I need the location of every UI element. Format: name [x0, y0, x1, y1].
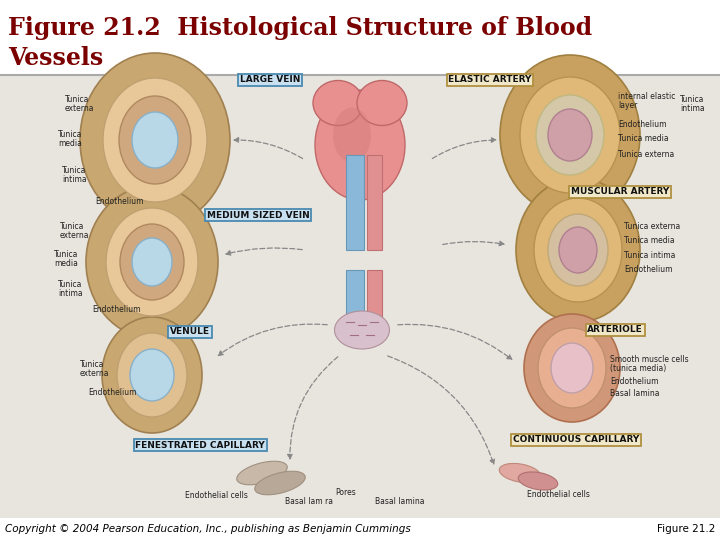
Text: Copyright © 2004 Pearson Education, Inc., publishing as Benjamin Cummings: Copyright © 2004 Pearson Education, Inc.… [5, 524, 410, 534]
FancyBboxPatch shape [367, 270, 382, 325]
Text: Smooth muscle cells: Smooth muscle cells [610, 355, 688, 364]
Text: intima: intima [680, 104, 705, 113]
Ellipse shape [132, 238, 172, 286]
Text: Endothelium: Endothelium [92, 305, 140, 314]
Text: Basal lamina: Basal lamina [610, 389, 660, 398]
Text: MEDIUM SIZED VEIN: MEDIUM SIZED VEIN [207, 211, 310, 219]
Text: Endothelium: Endothelium [624, 265, 672, 274]
FancyBboxPatch shape [367, 155, 382, 250]
Text: Tunica: Tunica [58, 280, 82, 289]
Ellipse shape [551, 343, 593, 393]
Ellipse shape [117, 333, 187, 417]
Ellipse shape [86, 186, 218, 338]
Text: (tunica media): (tunica media) [610, 364, 666, 373]
Text: Tunica: Tunica [60, 222, 84, 231]
Text: internal elastic: internal elastic [618, 92, 675, 101]
Ellipse shape [103, 78, 207, 202]
Text: Endothelial cells: Endothelial cells [185, 491, 248, 500]
Text: Tunica: Tunica [65, 95, 89, 104]
Ellipse shape [313, 80, 363, 125]
Text: Tunica externa: Tunica externa [624, 222, 680, 231]
Ellipse shape [516, 178, 640, 322]
Text: Tunica: Tunica [680, 95, 704, 104]
Text: media: media [58, 139, 82, 148]
Ellipse shape [106, 208, 198, 316]
Ellipse shape [559, 227, 597, 273]
Ellipse shape [80, 53, 230, 227]
Text: Vessels: Vessels [8, 46, 103, 70]
Text: Figure 21.2  Histological Structure of Blood: Figure 21.2 Histological Structure of Bl… [8, 16, 592, 40]
Text: Tunica: Tunica [54, 250, 78, 259]
Text: Tunica media: Tunica media [618, 134, 669, 143]
Ellipse shape [130, 349, 174, 401]
Ellipse shape [335, 311, 390, 349]
Text: Endothelium: Endothelium [95, 197, 143, 206]
Ellipse shape [536, 95, 604, 175]
Text: Basal lamina: Basal lamina [375, 497, 425, 506]
Bar [0, 75, 720, 518]
Text: intima: intima [58, 289, 83, 298]
Ellipse shape [237, 461, 287, 485]
Text: Tunica media: Tunica media [624, 236, 675, 245]
Text: Endothelium: Endothelium [618, 120, 667, 129]
Text: Pores: Pores [335, 488, 356, 497]
Text: externa: externa [80, 369, 109, 378]
Text: Endothelial cells: Endothelial cells [527, 490, 590, 499]
Ellipse shape [520, 77, 620, 193]
Text: VENULE: VENULE [170, 327, 210, 336]
Text: Tunica intima: Tunica intima [624, 251, 675, 260]
Ellipse shape [524, 314, 620, 422]
FancyBboxPatch shape [346, 155, 364, 250]
Ellipse shape [548, 214, 608, 286]
Ellipse shape [499, 463, 541, 483]
Text: Endothelium: Endothelium [610, 377, 659, 386]
Text: externa: externa [60, 231, 89, 240]
Text: Tunica: Tunica [80, 360, 104, 369]
Text: ARTERIOLE: ARTERIOLE [587, 326, 643, 334]
Ellipse shape [119, 96, 191, 184]
Bar [0, 0, 720, 75]
FancyBboxPatch shape [346, 270, 364, 325]
Text: FENESTRATED CAPILLARY: FENESTRATED CAPILLARY [135, 441, 265, 449]
Ellipse shape [102, 317, 202, 433]
Text: Endothelium: Endothelium [88, 388, 137, 397]
Text: Basal lam ra: Basal lam ra [285, 497, 333, 506]
Ellipse shape [333, 107, 371, 163]
Ellipse shape [534, 198, 622, 302]
Text: LARGE VEIN: LARGE VEIN [240, 76, 300, 84]
Ellipse shape [548, 109, 592, 161]
Ellipse shape [518, 472, 558, 490]
Ellipse shape [357, 80, 407, 125]
Ellipse shape [120, 224, 184, 300]
Text: Tunica: Tunica [58, 130, 82, 139]
Text: layer: layer [618, 101, 637, 110]
Ellipse shape [132, 112, 178, 168]
Text: externa: externa [65, 104, 94, 113]
Text: CONTINUOUS CAPILLARY: CONTINUOUS CAPILLARY [513, 435, 639, 444]
Text: Figure 21.2: Figure 21.2 [657, 524, 715, 534]
Ellipse shape [500, 55, 640, 215]
Ellipse shape [315, 90, 405, 200]
Ellipse shape [538, 328, 606, 408]
Text: intima: intima [62, 175, 86, 184]
Text: MUSCULAR ARTERY: MUSCULAR ARTERY [571, 187, 669, 197]
Text: Tunica: Tunica [62, 166, 86, 175]
Ellipse shape [255, 471, 305, 495]
Text: Tunica externa: Tunica externa [618, 150, 674, 159]
Text: media: media [54, 259, 78, 268]
Text: ELASTIC ARTERY: ELASTIC ARTERY [449, 76, 531, 84]
